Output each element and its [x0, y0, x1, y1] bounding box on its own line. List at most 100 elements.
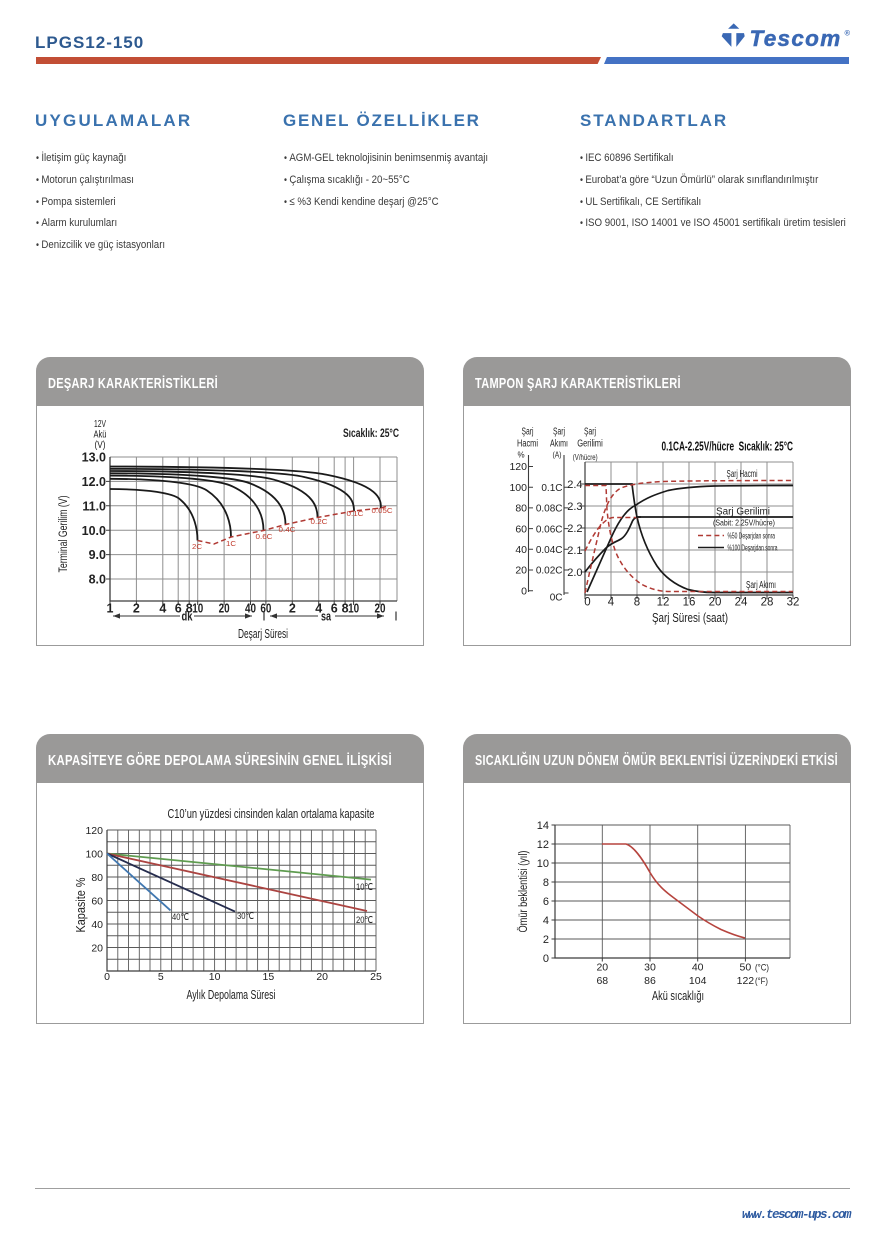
svg-text:60: 60	[91, 896, 103, 908]
svg-text:2.0: 2.0	[567, 567, 582, 579]
svg-text:9.0: 9.0	[89, 548, 106, 562]
svg-text:100: 100	[509, 482, 527, 494]
svg-text:Ömür beklentisi (yıl): Ömür beklentisi (yıl)	[518, 850, 530, 932]
svg-text:14: 14	[537, 820, 549, 832]
svg-text:4: 4	[543, 915, 549, 927]
svg-text:2: 2	[543, 934, 549, 946]
svg-text:0.1CA-2.25V/hücre Sıcaklık: 2: 0.1CA-2.25V/hücre Sıcaklık: 25°C	[662, 440, 794, 454]
svg-text:Hacmi: Hacmi	[517, 439, 538, 450]
svg-text:30℃: 30℃	[237, 911, 254, 922]
svg-text:6: 6	[175, 602, 182, 616]
svg-text:Kapasite %: Kapasite %	[74, 878, 88, 933]
svg-text:120: 120	[85, 825, 103, 837]
svg-text:Aylık Depolama Süresi: Aylık Depolama Süresi	[187, 988, 276, 1002]
svg-text:13.0: 13.0	[82, 451, 106, 465]
svg-text:30: 30	[644, 962, 656, 974]
svg-text:0.05C: 0.05C	[372, 506, 394, 515]
svg-text:Şarj: Şarj	[553, 427, 565, 438]
svg-text:0.04C: 0.04C	[536, 545, 563, 556]
svg-text:68: 68	[596, 975, 608, 987]
svg-text:%: %	[517, 451, 524, 460]
svg-text:0C: 0C	[550, 593, 563, 604]
svg-text:Şarj: Şarj	[522, 427, 534, 438]
svg-text:0.08C: 0.08C	[536, 504, 563, 515]
svg-text:8: 8	[634, 597, 640, 609]
svg-text:15: 15	[263, 971, 275, 983]
svg-text:Akü sıcaklığı: Akü sıcaklığı	[652, 989, 704, 1003]
svg-text:Şarj Süresi (saat): Şarj Süresi (saat)	[652, 611, 728, 625]
svg-text:40: 40	[245, 602, 256, 616]
svg-text:32: 32	[787, 597, 800, 609]
svg-text:120: 120	[509, 461, 527, 473]
svg-text:1C: 1C	[226, 539, 237, 548]
svg-text:4: 4	[608, 597, 615, 609]
svg-text:5: 5	[158, 971, 164, 983]
svg-text:Tescom: Tescom	[750, 26, 842, 51]
svg-text:Akımı: Akımı	[550, 439, 568, 450]
svg-text:60: 60	[260, 602, 271, 616]
svg-text:24: 24	[735, 597, 748, 609]
svg-text:0: 0	[543, 953, 549, 965]
svg-text:10: 10	[209, 971, 221, 983]
svg-text:80: 80	[91, 872, 103, 884]
svg-text:8: 8	[342, 602, 349, 616]
svg-text:dk: dk	[182, 610, 193, 624]
svg-text:2.2: 2.2	[567, 523, 582, 535]
svg-text:10: 10	[348, 602, 359, 616]
svg-text:1: 1	[107, 602, 114, 616]
svg-text:®: ®	[845, 29, 851, 38]
svg-text:2.1: 2.1	[567, 545, 582, 557]
svg-text:86: 86	[644, 975, 656, 987]
svg-text:Deşarj Süresi: Deşarj Süresi	[238, 627, 288, 641]
svg-text:11.0: 11.0	[82, 499, 106, 513]
svg-text:12: 12	[657, 597, 670, 609]
svg-text:40: 40	[515, 544, 527, 556]
svg-text:10.0: 10.0	[82, 524, 106, 538]
svg-text:(V): (V)	[95, 440, 106, 451]
svg-text:4: 4	[159, 602, 166, 616]
svg-text:20℃: 20℃	[356, 915, 373, 926]
svg-text:80: 80	[515, 503, 527, 515]
svg-text:10℃: 10℃	[356, 882, 373, 893]
svg-text:0.06C: 0.06C	[536, 524, 563, 535]
svg-text:50: 50	[740, 962, 752, 974]
svg-text:16: 16	[683, 597, 696, 609]
svg-text:0.1C: 0.1C	[347, 509, 365, 518]
svg-text:0.1C: 0.1C	[541, 483, 562, 494]
svg-text:(°F): (°F)	[755, 976, 768, 986]
svg-text:Şarj Gerilimi: Şarj Gerilimi	[716, 507, 770, 518]
svg-text:8: 8	[186, 602, 193, 616]
svg-text:sa: sa	[321, 610, 332, 624]
svg-text:Şarj Akımı: Şarj Akımı	[746, 580, 776, 591]
svg-text:Terminal Gerilim (V): Terminal Gerilim (V)	[58, 495, 70, 572]
svg-text:2: 2	[289, 602, 296, 616]
svg-text:122: 122	[737, 975, 755, 987]
svg-text:40℃: 40℃	[172, 912, 189, 923]
svg-text:12.0: 12.0	[82, 475, 106, 489]
svg-text:0: 0	[521, 585, 527, 597]
svg-text:6: 6	[543, 896, 549, 908]
svg-text:20: 20	[596, 962, 608, 974]
svg-text:12V: 12V	[94, 419, 106, 430]
svg-text:Şarj: Şarj	[584, 427, 596, 438]
svg-text:60: 60	[515, 523, 527, 535]
svg-text:0.02C: 0.02C	[536, 566, 563, 577]
svg-text:2.3: 2.3	[567, 501, 582, 513]
svg-text:40: 40	[91, 919, 103, 931]
svg-text:10: 10	[192, 602, 203, 616]
svg-text:12: 12	[537, 839, 549, 851]
svg-text:0.6C: 0.6C	[256, 532, 274, 541]
svg-text:Şarj Hacmi: Şarj Hacmi	[727, 469, 758, 480]
svg-text:20: 20	[91, 943, 103, 955]
svg-text:(Sabit: 2.25V/hücre): (Sabit: 2.25V/hücre)	[713, 518, 775, 528]
svg-text:0.2C: 0.2C	[311, 517, 329, 526]
svg-text:6: 6	[331, 602, 338, 616]
svg-text:(V/hücre): (V/hücre)	[573, 453, 598, 462]
svg-text:2: 2	[133, 602, 140, 616]
svg-text:104: 104	[689, 975, 707, 987]
svg-text:(°C): (°C)	[755, 963, 769, 973]
svg-text:C10’un yüzdesi cinsinden kalan: C10’un yüzdesi cinsinden kalan ortalama …	[168, 807, 375, 821]
svg-text:25: 25	[370, 971, 382, 983]
svg-text:(A): (A)	[553, 451, 562, 460]
svg-text:20: 20	[316, 971, 328, 983]
